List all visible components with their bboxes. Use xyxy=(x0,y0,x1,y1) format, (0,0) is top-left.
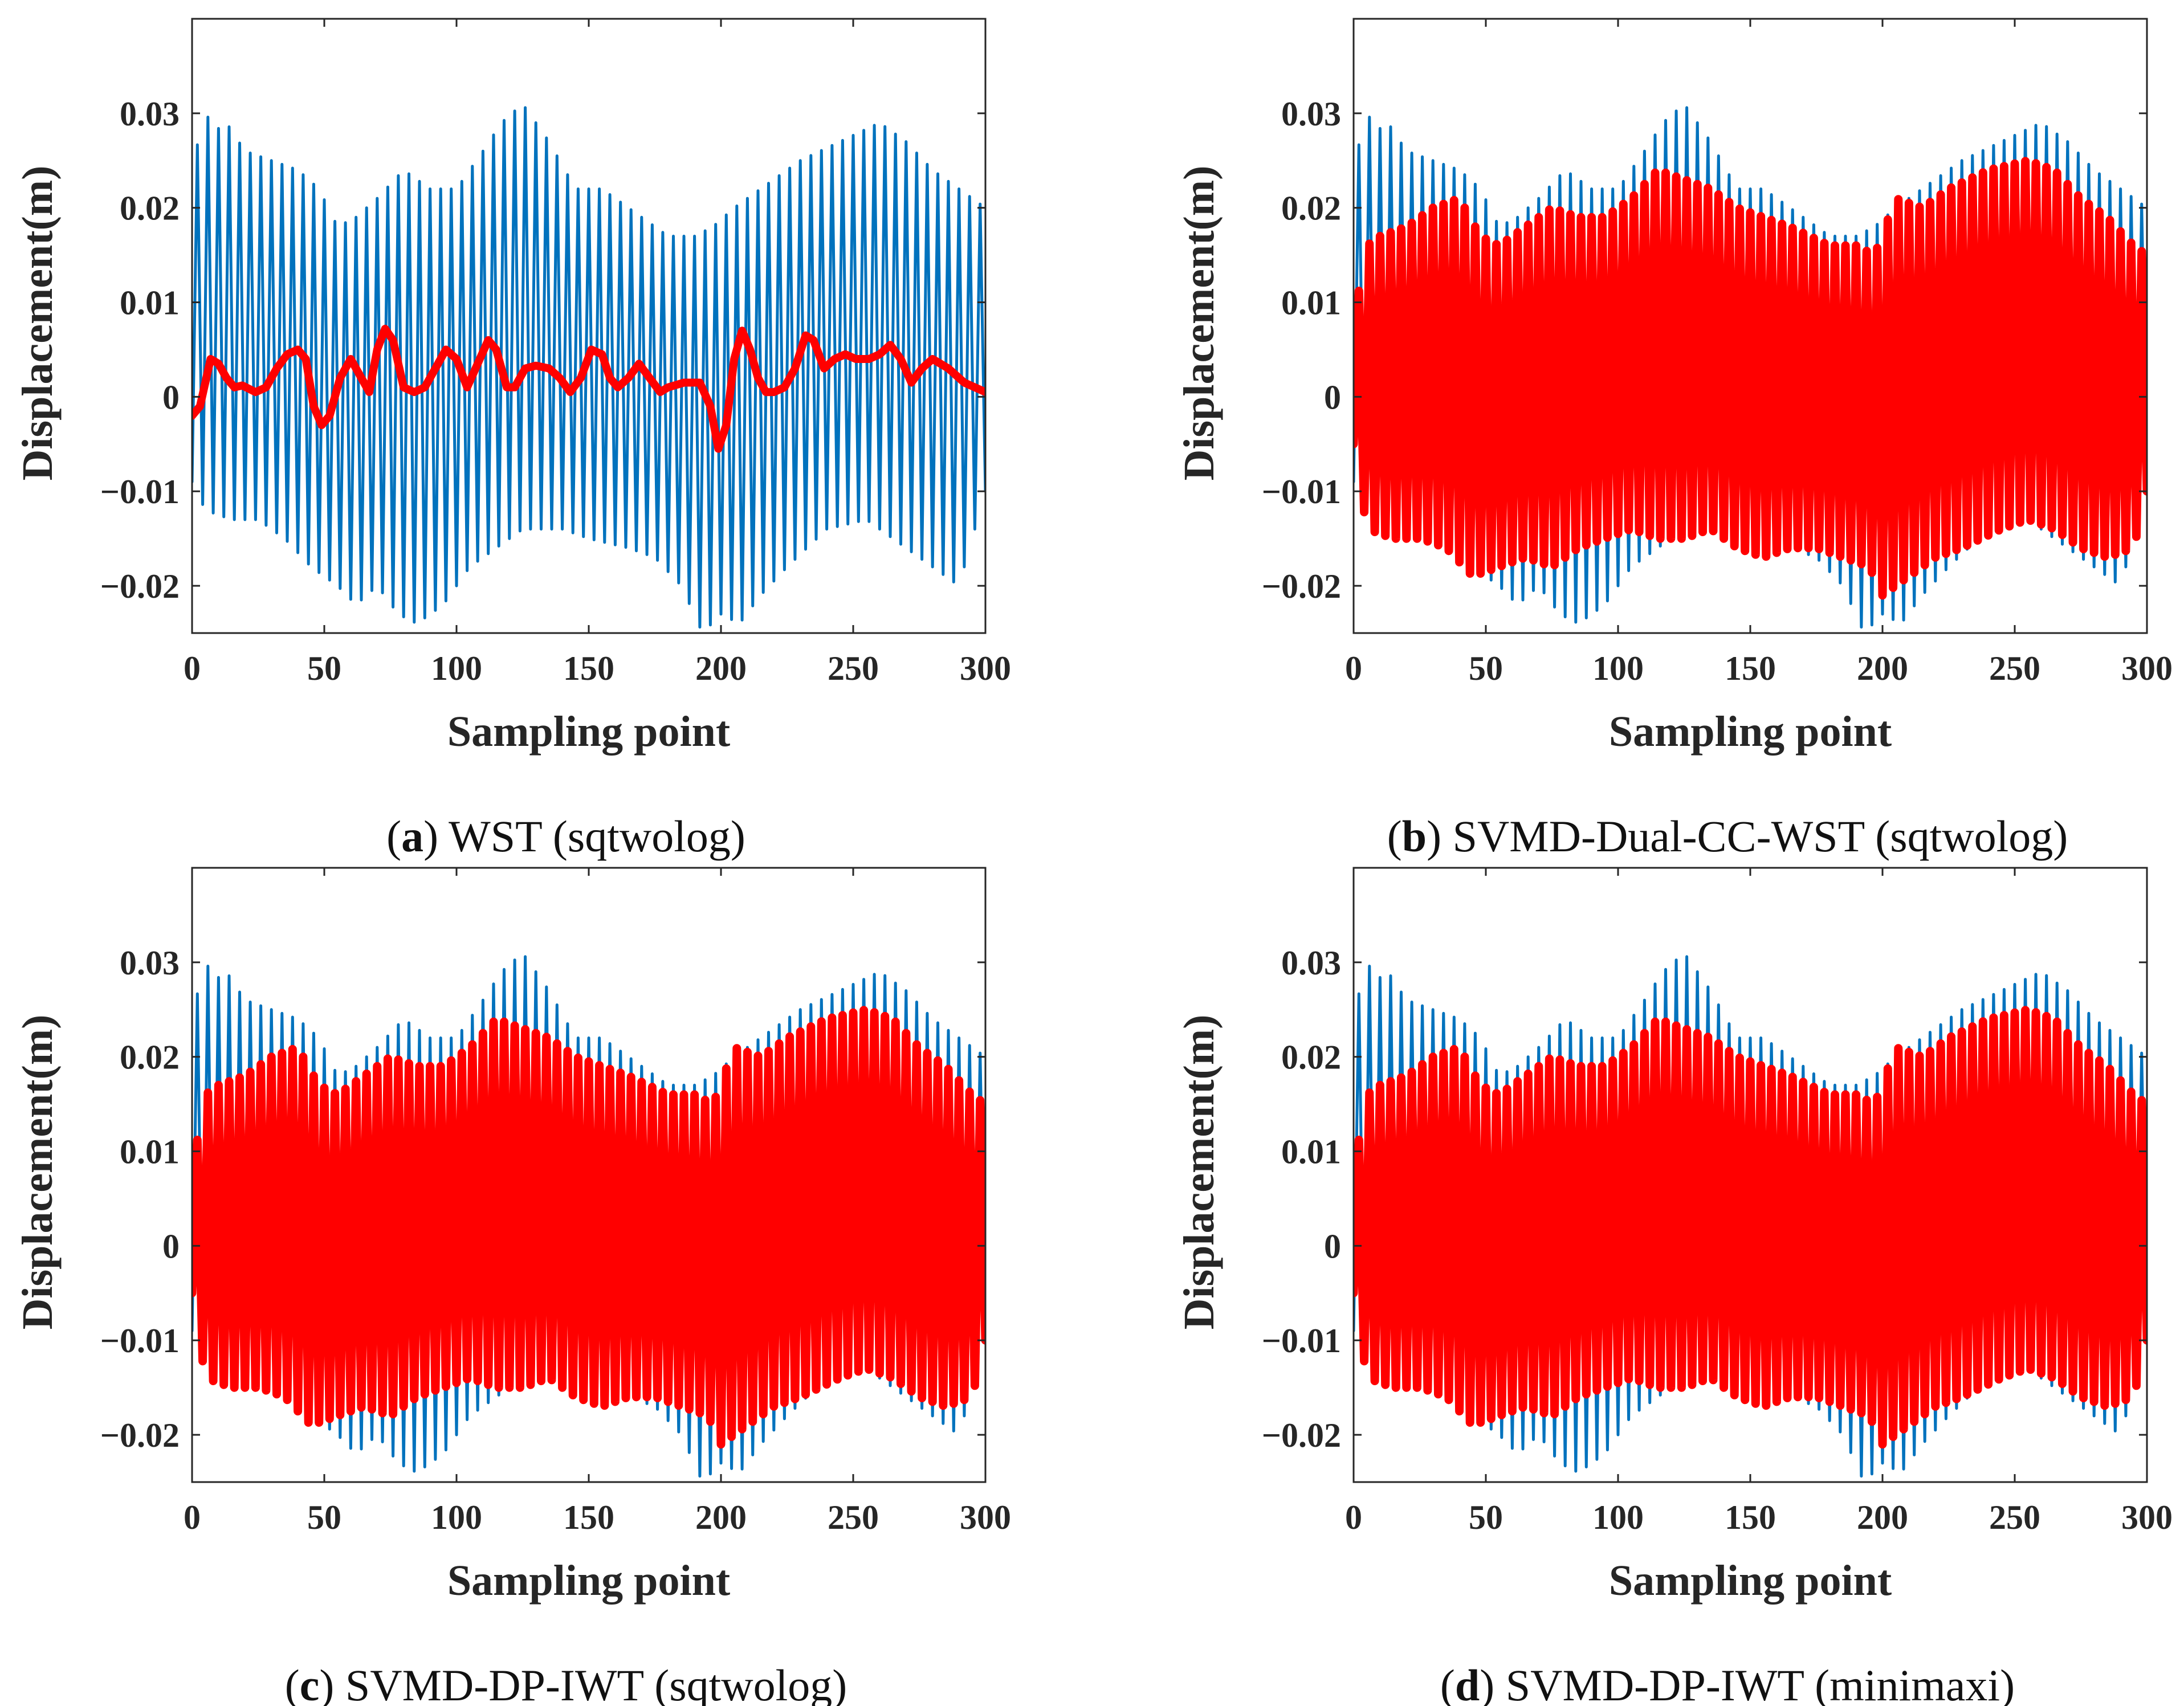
panel-d-caption-letter: d xyxy=(1455,1660,1480,1706)
panel-c-y-tick-label: 0.03 xyxy=(120,944,180,982)
panel-b-x-tick-label: 200 xyxy=(1857,650,1908,687)
panel-a-caption-text: WST (sqtwolog) xyxy=(449,811,745,861)
panel-b-y-axis-label: Displacement(m) xyxy=(1175,166,1223,481)
panel-b-x-tick-label: 150 xyxy=(1725,650,1776,687)
panel-a-caption-letter: a xyxy=(401,811,423,861)
panel-d-x-tick-label: 100 xyxy=(1592,1499,1644,1536)
panel-d-y-tick-label: 0 xyxy=(1324,1227,1341,1265)
panel-b-y-tick-label: 0.01 xyxy=(1281,284,1341,322)
panel-a-x-tick-label: 50 xyxy=(307,650,341,687)
panel-a-x-tick-label: 100 xyxy=(431,650,482,687)
panel-b-x-tick-label: 50 xyxy=(1469,650,1503,687)
panel-b-plot-layer xyxy=(1354,106,2147,629)
panel-b-y-tick-label: 0.02 xyxy=(1281,190,1341,227)
panel-d-ticks: 0 50 100 150 200 250 300 −0.02 −0.01 0 0.01 0.02 0.0… xyxy=(1262,868,2173,1536)
panel-b-ticks: 0 50 100 150 200 250 300 −0.02 −0.01 0 0.01 0.02 0.0… xyxy=(1262,19,2173,687)
panel-c-y-tick-label: −0.01 xyxy=(100,1322,180,1360)
panel-d-y-tick-label: 0.01 xyxy=(1281,1133,1341,1171)
panel-d-x-tick-label: 50 xyxy=(1469,1499,1503,1536)
panel-c-x-tick-label: 150 xyxy=(563,1499,614,1536)
panel-b-y-tick-label: 0.03 xyxy=(1281,95,1341,133)
panel-d-y-axis-label: Displacement(m) xyxy=(1175,1015,1223,1330)
panel-c-series-denoised xyxy=(192,1006,985,1449)
panel-c-x-tick-label: 0 xyxy=(184,1499,201,1536)
panel-b-x-axis-label: Sampling point xyxy=(1609,708,1892,756)
panel-a-x-tick-label: 300 xyxy=(960,650,1011,687)
panel-b-series-raw xyxy=(1354,106,2147,629)
panel-b-x-tick-label: 300 xyxy=(2121,650,2173,687)
panel-c-caption-letter: c xyxy=(300,1660,320,1706)
panel-d-x-tick-label: 250 xyxy=(1989,1499,2040,1536)
panel-a-series-raw xyxy=(192,106,985,629)
panel-b-y-tick-label: −0.01 xyxy=(1262,473,1341,511)
panel-b: 0 50 100 150 200 250 300 −0.02 −0.01 0 0.01 0.02 0.0… xyxy=(1175,18,2173,861)
panel-a-x-tick-label: 200 xyxy=(695,650,747,687)
panel-a-y-tick-label: 0.01 xyxy=(120,284,180,322)
panel-b-caption: (b) SVMD-Dual-CC-WST (sqtwolog) xyxy=(1387,811,2068,861)
panel-c-x-tick-label: 100 xyxy=(431,1499,482,1536)
panel-d-plot-layer xyxy=(1354,955,2147,1478)
panel-c-y-tick-label: 0 xyxy=(162,1227,180,1265)
panel-d-series-denoised xyxy=(1354,1006,2147,1449)
panel-a-y-tick-label: −0.01 xyxy=(100,473,180,511)
panel-a-x-tick-label: 0 xyxy=(184,650,201,687)
panel-d-series-raw xyxy=(1354,955,2147,1478)
panel-b-x-tick-label: 0 xyxy=(1345,650,1362,687)
panel-c-caption-text: SVMD-DP-IWT (sqtwolog) xyxy=(345,1660,847,1706)
panel-c-x-tick-label: 300 xyxy=(960,1499,1011,1536)
panel-b-y-tick-label: −0.02 xyxy=(1262,568,1341,605)
panel-c-x-axis-label: Sampling point xyxy=(447,1557,730,1605)
panel-a-y-tick-label: −0.02 xyxy=(100,568,180,605)
panel-b-series-denoised xyxy=(1354,157,2147,600)
panel-a-ticks: 0 50 100 150 200 250 300 −0.02 −0.01 0 0.01 0.02 0.0… xyxy=(100,19,1011,687)
panel-d-x-tick-label: 0 xyxy=(1345,1499,1362,1536)
panel-c-x-tick-label: 250 xyxy=(828,1499,879,1536)
panel-c-x-tick-label: 200 xyxy=(695,1499,747,1536)
panel-a-caption: (a) WST (sqtwolog) xyxy=(386,811,745,861)
panel-b-y-tick-label: 0 xyxy=(1324,378,1341,416)
panel-d-x-tick-label: 200 xyxy=(1857,1499,1908,1536)
panel-c-plot-layer xyxy=(192,955,985,1478)
panel-d-y-tick-label: 0.03 xyxy=(1281,944,1341,982)
panel-d-x-tick-label: 300 xyxy=(2121,1499,2173,1536)
panel-a-y-tick-label: 0.03 xyxy=(120,95,180,133)
panel-b-x-tick-label: 250 xyxy=(1989,650,2040,687)
panel-d-y-tick-label: 0.02 xyxy=(1281,1039,1341,1076)
panel-d: 0 50 100 150 200 250 300 −0.02 −0.01 0 0.01 0.02 0.0… xyxy=(1175,867,2173,1706)
panel-d-caption-text: SVMD-DP-IWT (minimaxi) xyxy=(1506,1660,2015,1706)
panel-a-x-tick-label: 250 xyxy=(828,650,879,687)
panel-d-x-axis-label: Sampling point xyxy=(1609,1557,1892,1605)
panel-a-x-tick-label: 150 xyxy=(563,650,614,687)
panel-c-x-tick-label: 50 xyxy=(307,1499,341,1536)
panel-c-series-raw xyxy=(192,955,985,1478)
panel-d-x-tick-label: 150 xyxy=(1725,1499,1776,1536)
panel-d-caption: (d) SVMD-DP-IWT (minimaxi) xyxy=(1440,1660,2015,1706)
panel-a-y-tick-label: 0 xyxy=(162,378,180,416)
panel-c-y-tick-label: −0.02 xyxy=(100,1417,180,1454)
panel-c-y-tick-label: 0.01 xyxy=(120,1133,180,1171)
panel-c-caption: (c) SVMD-DP-IWT (sqtwolog) xyxy=(285,1660,847,1706)
panel-a-x-axis-label: Sampling point xyxy=(447,708,730,756)
panel-d-y-tick-label: −0.01 xyxy=(1262,1322,1341,1360)
panel-c-y-tick-label: 0.02 xyxy=(120,1039,180,1076)
panel-b-caption-letter: b xyxy=(1402,811,1427,861)
panel-a: 0 50 100 150 200 250 300 −0.02 −0.01 0 0.01 0.02 0.0… xyxy=(14,18,1011,861)
panel-b-caption-text: SVMD-Dual-CC-WST (sqtwolog) xyxy=(1453,811,2068,861)
panel-d-y-tick-label: −0.02 xyxy=(1262,1417,1341,1454)
panel-a-plot-layer xyxy=(192,106,985,629)
panel-a-y-axis-label: Displacement(m) xyxy=(14,166,62,481)
panel-c: 0 50 100 150 200 250 300 −0.02 −0.01 0 0.01 0.02 0.0… xyxy=(14,867,1011,1706)
panel-c-y-axis-label: Displacement(m) xyxy=(14,1015,62,1330)
panel-a-series-denoised xyxy=(192,325,985,453)
panel-b-x-tick-label: 100 xyxy=(1592,650,1644,687)
panel-c-ticks: 0 50 100 150 200 250 300 −0.02 −0.01 0 0.01 0.02 0.0… xyxy=(100,868,1011,1536)
panel-a-y-tick-label: 0.02 xyxy=(120,190,180,227)
